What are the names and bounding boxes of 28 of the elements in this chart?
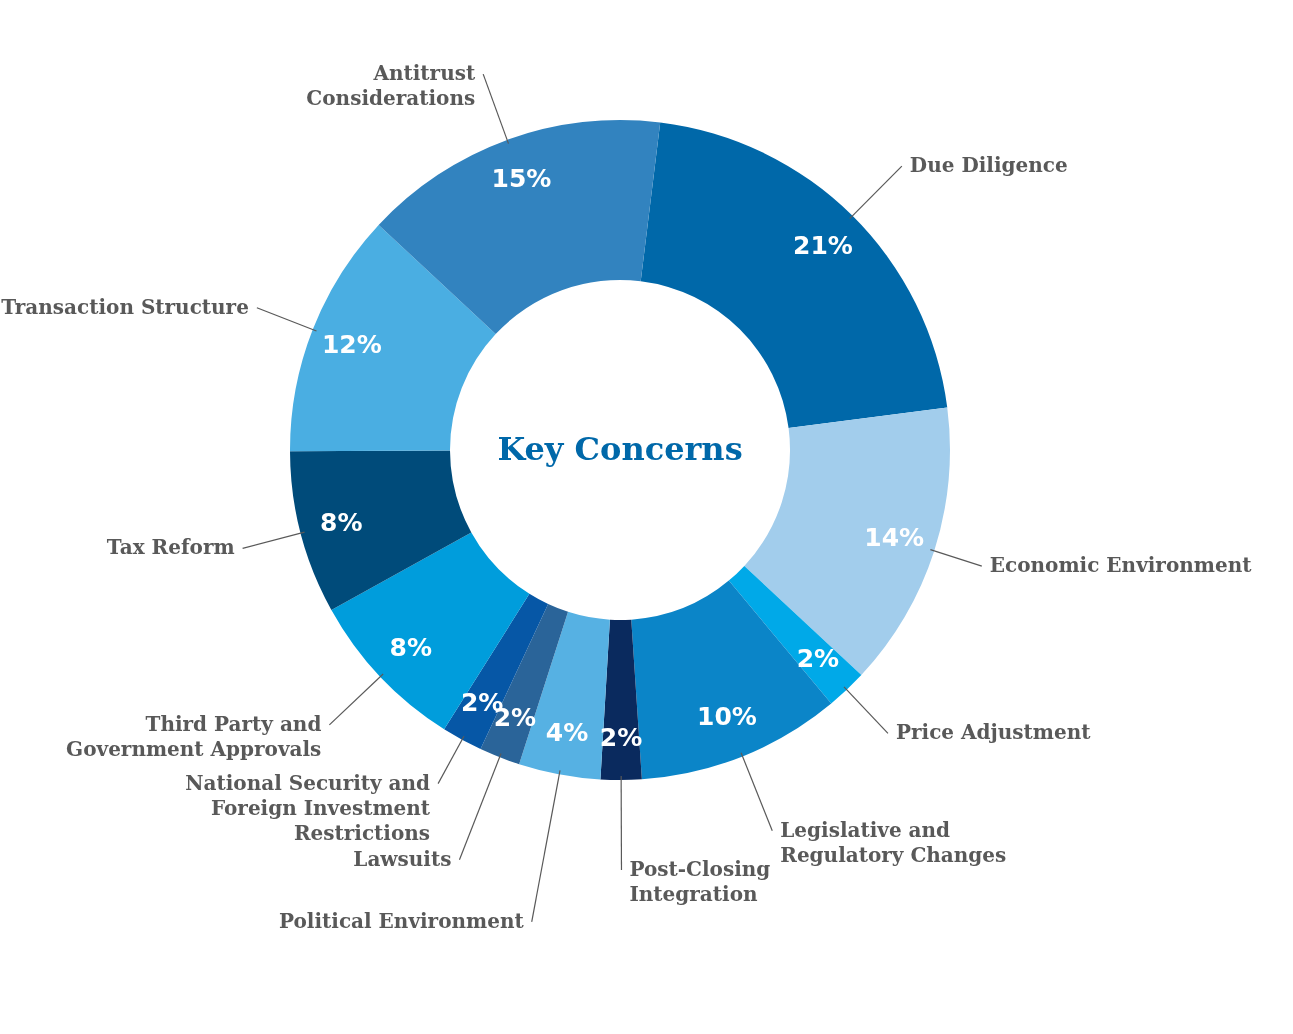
donut-slice <box>290 450 472 610</box>
data-label: 8% <box>389 632 432 662</box>
slice-label: Antitrust Considerations <box>306 61 476 111</box>
slice-label: Economic Environment <box>989 553 1253 578</box>
data-label: 15% <box>491 164 552 194</box>
slice-label: Lawsuits <box>353 846 452 871</box>
slice-label: Tax Reform <box>106 535 235 560</box>
slice-label: Third Party and Government Approvals <box>66 711 322 761</box>
data-label: 10% <box>697 702 757 732</box>
data-label: 4% <box>545 718 589 748</box>
data-label: 2% <box>796 644 840 674</box>
text: Key Concerns <box>497 430 743 468</box>
data-label: 21% <box>793 230 853 260</box>
data-label: 8% <box>320 507 363 537</box>
donut-slice <box>290 224 496 452</box>
donut-slice <box>728 565 862 704</box>
donut-slice <box>744 407 950 676</box>
slice-label: Post-Closing Integration <box>629 857 771 906</box>
slice-label: Price Adjustment <box>895 720 1092 745</box>
slice-label: Political Environment <box>279 908 525 933</box>
slice-label: Transaction Structure <box>1 294 249 319</box>
slice-label: National Security and Foreign Investment Restrictions <box>185 770 431 845</box>
donut-slice <box>378 120 661 335</box>
data-label: 14% <box>864 523 925 553</box>
data-label: 12% <box>321 329 382 359</box>
slice-label: Legislative and Regulatory Changes <box>780 817 1007 867</box>
donut-slice <box>444 593 549 750</box>
slice-label: Due Diligence <box>909 153 1068 178</box>
